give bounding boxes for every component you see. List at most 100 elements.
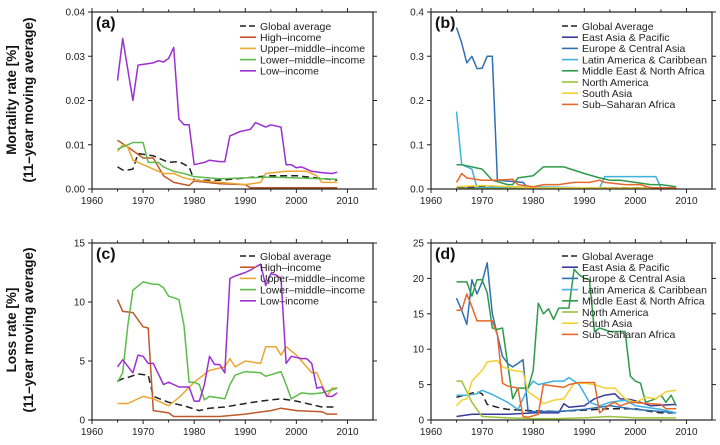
x-tick-label: 2010 xyxy=(675,196,698,207)
x-tick-label: 2000 xyxy=(624,196,647,207)
series-line-sub-saharan-africa xyxy=(456,293,677,418)
x-tick-label: 2010 xyxy=(336,427,359,438)
legend-label: Latin America & Caribbean xyxy=(582,54,707,66)
y-tick-label: 5 xyxy=(418,380,424,391)
panel-label: (b) xyxy=(435,15,455,32)
legend-label: Low–income xyxy=(260,296,319,308)
x-tick-label: 1980 xyxy=(522,196,545,207)
legend-label: Lower–middle–income xyxy=(260,54,365,66)
panel-a: 1960 1970 1980 1990 2000 2010 0.00 0.01 0.02 0.03… xyxy=(66,8,377,207)
series-line-high-income xyxy=(116,299,338,418)
x-tick-label: 1960 xyxy=(81,427,104,438)
y-title-loss-sub: (11–year moving average) xyxy=(21,247,36,412)
x-tick-label: 2000 xyxy=(624,427,647,438)
series-line-south-asia xyxy=(456,184,677,189)
y-tick-label: 0.02 xyxy=(66,96,86,107)
series-line-north-america xyxy=(456,380,677,420)
x-tick-label: 2000 xyxy=(285,427,308,438)
legend-label: Europe & Central Asia xyxy=(582,43,685,55)
x-tick-label: 1980 xyxy=(522,427,545,438)
panel-label: (c) xyxy=(96,246,116,263)
y-tick-label: 0.3 xyxy=(410,52,424,63)
series-line-lower-middle-income xyxy=(117,141,338,181)
legend-label: High–income xyxy=(260,32,321,44)
legend-label: East Asia & Pacific xyxy=(582,262,670,274)
x-tick-label: 1960 xyxy=(420,427,443,438)
y-tick-label: 0.4 xyxy=(410,8,424,19)
legend-label: North America xyxy=(582,307,649,319)
y-title-mortality: Mortality rate [%] xyxy=(4,45,19,155)
series-line-sub-saharan-africa xyxy=(455,172,677,189)
legend-label: Global average xyxy=(260,251,331,263)
legend-label: Lower–middle–income xyxy=(260,284,365,296)
y-tick-label: 5 xyxy=(79,357,85,368)
y-title-loss: Loss rate [%] xyxy=(4,288,19,373)
x-tick-label: 1990 xyxy=(234,427,257,438)
y-tick-label: 25 xyxy=(413,239,425,250)
series-line-low-income xyxy=(116,37,338,175)
legend-label: Middle East & North Africa xyxy=(582,66,705,78)
legend-label: Global Average xyxy=(582,21,654,33)
y-tick-label: 0.00 xyxy=(66,185,86,196)
series-group xyxy=(116,37,338,189)
series-line-europe-central-asia xyxy=(455,27,677,189)
x-tick-label: 1970 xyxy=(132,427,155,438)
y-tick-label: 0.01 xyxy=(66,140,86,151)
x-tick-label: 1980 xyxy=(183,427,206,438)
y-tick-label: 0 xyxy=(418,416,424,427)
legend-label: East Asia & Pacific xyxy=(582,32,670,44)
y-title-mortality-sub: (11–year moving average) xyxy=(21,17,36,182)
y-tick-label: 10 xyxy=(413,345,425,356)
panel-label: (d) xyxy=(435,246,455,263)
legend-label: High–income xyxy=(260,262,321,274)
x-tick-label: 1970 xyxy=(471,427,494,438)
legend-label: South Asia xyxy=(582,318,632,330)
legend-label: Europe & Central Asia xyxy=(582,273,685,285)
legend: Global averageHigh–incomeUpper–middle–in… xyxy=(240,21,365,78)
x-tick-label: 1990 xyxy=(573,427,596,438)
legend-label: Upper–middle–income xyxy=(260,273,365,285)
x-tick-label: 1990 xyxy=(234,196,257,207)
panel-c: 1960 1970 1980 1990 2000 2010 0 5 10 15 (c) Global … xyxy=(74,239,377,438)
plot-frame xyxy=(430,242,713,421)
plot-frame xyxy=(91,242,374,421)
y-tick-label: 0 xyxy=(79,416,85,427)
series-line-middle-east-north-africa xyxy=(456,163,677,188)
legend: Global averageHigh–incomeUpper–middle–in… xyxy=(240,251,365,308)
series-line-low-income xyxy=(116,263,338,402)
y-tick-label: 15 xyxy=(74,239,86,250)
series-line-global-average xyxy=(117,373,338,412)
series-line-latin-america-caribbean xyxy=(456,376,677,414)
panel-b: 1960 1970 1980 1990 2000 2010 0.0 0.1 0.2 0.3 0.4 (… xyxy=(410,8,716,207)
x-tick-label: 2000 xyxy=(285,196,308,207)
x-tick-label: 2010 xyxy=(336,196,359,207)
y-axis-title-top: Mortality rate [%] (11–year moving avera… xyxy=(4,17,36,182)
series-line-upper-middle-income xyxy=(116,144,338,186)
legend-label: Middle East & North Africa xyxy=(582,296,705,308)
x-tick-label: 1960 xyxy=(81,196,104,207)
legend-label: North America xyxy=(582,77,649,89)
x-tick-label: 2010 xyxy=(675,427,698,438)
y-tick-label: 0.1 xyxy=(410,140,424,151)
legend-label: Low–income xyxy=(260,66,319,78)
x-tick-label: 1970 xyxy=(132,196,155,207)
y-tick-label: 0.03 xyxy=(66,52,86,63)
legend-label: Global average xyxy=(260,21,331,33)
series-line-lower-middle-income xyxy=(116,281,338,401)
legend-label: Latin America & Caribbean xyxy=(582,284,707,296)
series-line-east-asia-pacific xyxy=(456,393,677,418)
series-line-middle-east-north-africa xyxy=(456,268,677,407)
legend-label: South Asia xyxy=(582,88,632,100)
y-axis-title-bottom: Loss rate [%] (11–year moving average) xyxy=(4,247,36,412)
series-group xyxy=(455,262,677,420)
legend-label: Sub–Saharan Africa xyxy=(582,329,676,341)
legend-label: Sub–Saharan Africa xyxy=(582,99,676,111)
y-tick-label: 0.0 xyxy=(410,185,424,196)
x-tick-label: 1970 xyxy=(471,196,494,207)
plot-frame xyxy=(91,11,374,190)
series-line-global-average xyxy=(117,152,338,181)
x-tick-label: 1960 xyxy=(420,196,443,207)
legend-label: Global Average xyxy=(582,251,654,263)
